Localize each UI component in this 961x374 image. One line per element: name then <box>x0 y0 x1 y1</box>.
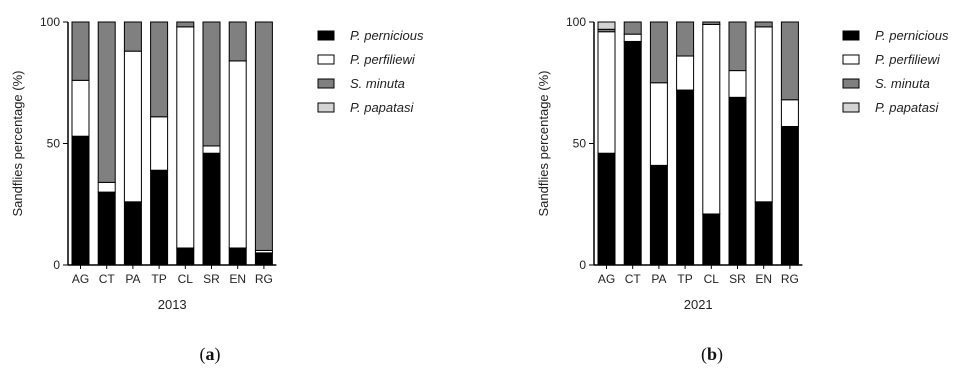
bar-segment <box>71 21 90 81</box>
x-tick-label: AG <box>598 272 615 286</box>
bar-segment <box>123 201 142 266</box>
bar-segment <box>202 145 221 154</box>
x-tick-label: CT <box>99 272 116 286</box>
bar-segment <box>676 21 695 57</box>
bar-segment <box>176 247 195 266</box>
bar-segment <box>702 21 721 25</box>
bar-segment <box>754 201 773 266</box>
legend-swatch <box>317 102 335 113</box>
legend-swatch <box>842 54 860 65</box>
legend-label: S. minuta <box>875 76 930 91</box>
bar-segment <box>649 21 668 84</box>
y-tick-label: 0 <box>53 258 60 272</box>
legend-swatch <box>317 78 335 89</box>
legend-swatch <box>317 54 335 65</box>
bar-segment <box>123 50 142 203</box>
bar-segment <box>97 191 116 266</box>
legend-label: P. papatasi <box>875 100 939 115</box>
legend-swatch <box>842 30 860 41</box>
y-tick-label: 100 <box>566 15 586 29</box>
y-tick-label: 50 <box>47 137 61 151</box>
bar-segment <box>676 55 695 91</box>
bar-segment <box>150 116 169 171</box>
x-tick-label: RG <box>255 272 273 286</box>
y-tick-label: 0 <box>579 258 586 272</box>
bar-segment <box>623 33 642 42</box>
bar-segment <box>728 70 747 98</box>
x-tick-label: CT <box>625 272 642 286</box>
bar-segment <box>150 169 169 266</box>
x-tick-label: EN <box>755 272 772 286</box>
legend-swatch <box>842 78 860 89</box>
bar-segment <box>71 135 90 266</box>
bar-segment <box>597 152 616 266</box>
bar-segment <box>649 82 668 166</box>
x-tick-label: RG <box>781 272 799 286</box>
bar-segment <box>780 125 799 266</box>
x-axis-title: 2013 <box>158 297 187 312</box>
bar-segment <box>728 21 747 72</box>
bar-segment <box>202 21 221 147</box>
bar-segment <box>754 26 773 203</box>
bar-segment <box>649 164 668 266</box>
bar-segment <box>597 21 616 30</box>
bar-segment <box>702 213 721 266</box>
bar-segment <box>728 96 747 266</box>
bar-segment <box>176 26 195 249</box>
x-tick-label: EN <box>229 272 246 286</box>
bar-segment <box>623 21 642 35</box>
legend-label: P. perfiliewi <box>350 52 416 67</box>
x-axis-title: 2021 <box>684 297 713 312</box>
bar-segment <box>228 247 247 266</box>
bar-segment <box>254 252 273 266</box>
legend-swatch <box>317 30 335 41</box>
y-axis-title: Sandflies percentage (%) <box>10 71 25 217</box>
bar-segment <box>176 21 195 28</box>
x-tick-label: TP <box>151 272 166 286</box>
bar-segment <box>676 89 695 266</box>
bar-segment <box>97 21 116 183</box>
legend-label: S. minuta <box>350 76 405 91</box>
bar-segment <box>202 152 221 266</box>
panel-label: (a) <box>200 344 221 365</box>
bar-segment <box>702 23 721 215</box>
legend-swatch <box>842 102 860 113</box>
y-tick-label: 50 <box>573 137 587 151</box>
x-tick-label: CL <box>178 272 194 286</box>
bar-segment <box>597 31 616 154</box>
y-tick-label: 100 <box>40 15 60 29</box>
bar-segment <box>150 21 169 118</box>
legend-label: P. pernicious <box>350 28 424 43</box>
bar-segment <box>780 21 799 101</box>
y-axis-title: Sandflies percentage (%) <box>536 71 551 217</box>
legend-label: P. papatasi <box>350 100 414 115</box>
bar-segment <box>228 60 247 249</box>
bar-segment <box>254 21 273 251</box>
bar-segment <box>228 21 247 62</box>
x-tick-label: AG <box>72 272 89 286</box>
x-tick-label: SR <box>729 272 746 286</box>
legend-label: P. pernicious <box>875 28 949 43</box>
bar-segment <box>623 40 642 266</box>
x-tick-label: PA <box>125 272 140 286</box>
x-tick-label: SR <box>203 272 220 286</box>
bar-segment <box>123 21 142 52</box>
panel-label: (b) <box>701 344 723 365</box>
bar-segment <box>780 99 799 127</box>
x-tick-label: CL <box>704 272 720 286</box>
bar-segment <box>754 21 773 28</box>
legend-label: P. perfiliewi <box>875 52 941 67</box>
bar-segment <box>97 181 116 193</box>
x-tick-label: TP <box>677 272 692 286</box>
bar-segment <box>71 79 90 137</box>
x-tick-label: PA <box>651 272 666 286</box>
